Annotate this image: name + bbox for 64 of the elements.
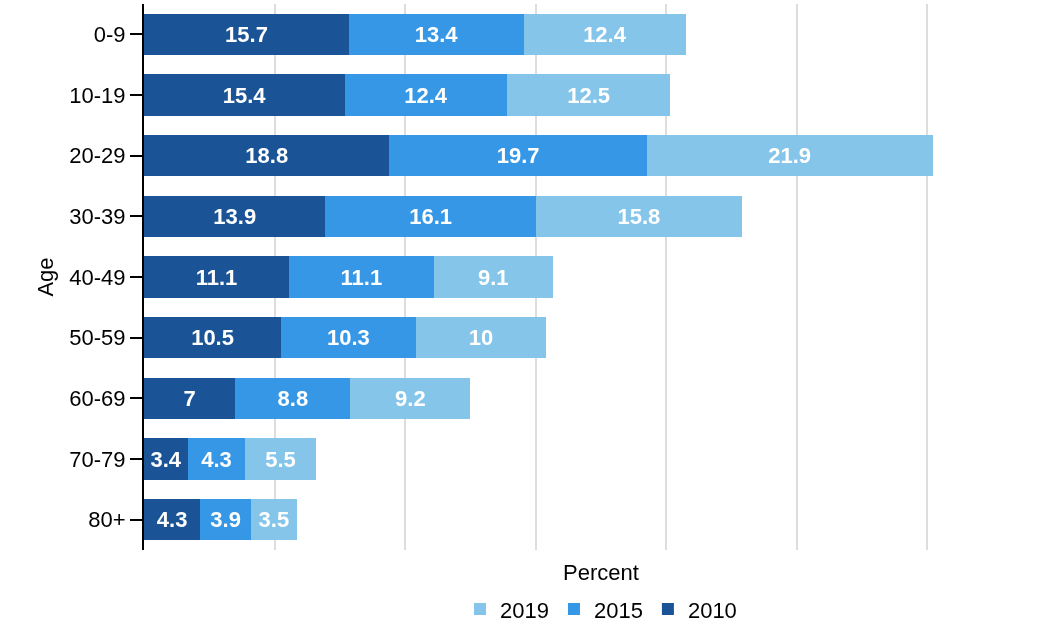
data-label: 10.3 bbox=[326, 325, 370, 351]
bar bbox=[506, 74, 671, 116]
bar bbox=[415, 317, 547, 359]
bar bbox=[144, 317, 282, 359]
data-label: 3.4 bbox=[150, 446, 182, 472]
data-label: 11.1 bbox=[195, 264, 238, 290]
bar bbox=[144, 195, 326, 237]
data-label: 19.7 bbox=[496, 143, 540, 169]
y-tick-label: 30-39 bbox=[69, 204, 126, 230]
bar bbox=[288, 256, 434, 298]
data-label: 13.4 bbox=[414, 21, 459, 47]
bar bbox=[350, 377, 471, 419]
bar bbox=[646, 135, 933, 177]
data-label: 12.4 bbox=[583, 21, 627, 47]
data-label: 18.8 bbox=[245, 143, 289, 169]
bar bbox=[345, 74, 507, 116]
data-label: 3.9 bbox=[210, 507, 241, 533]
bar bbox=[235, 377, 351, 419]
x-axis-title: Percent bbox=[563, 559, 639, 585]
data-label: 5.5 bbox=[265, 446, 296, 472]
bar bbox=[389, 135, 647, 177]
data-label: 8.8 bbox=[277, 385, 309, 411]
bar bbox=[281, 317, 416, 359]
y-tick-label: 60-69 bbox=[69, 386, 126, 412]
y-tick-label: 20-29 bbox=[69, 143, 126, 169]
bar bbox=[325, 195, 536, 237]
bar bbox=[144, 377, 236, 419]
y-tick-label: 0-9 bbox=[93, 22, 126, 48]
y-axis-title: Age bbox=[32, 257, 58, 297]
data-label: 4.3 bbox=[156, 507, 188, 533]
bar bbox=[144, 74, 346, 116]
data-label: 13.9 bbox=[213, 203, 257, 229]
data-label: 12.5 bbox=[567, 82, 611, 108]
y-tick-label: 10-19 bbox=[69, 82, 126, 108]
bar bbox=[188, 438, 245, 480]
y-tick-label: 80+ bbox=[88, 507, 126, 533]
legend-label: 2019 bbox=[500, 597, 549, 623]
data-label: 3.5 bbox=[258, 507, 290, 533]
data-label: 7 bbox=[183, 385, 196, 411]
data-label: 10.5 bbox=[191, 325, 234, 351]
bar bbox=[144, 256, 289, 298]
bar bbox=[144, 13, 349, 55]
data-label: 15.7 bbox=[225, 21, 268, 47]
data-label: 10 bbox=[468, 325, 494, 351]
legend-label: 2015 bbox=[593, 597, 643, 623]
data-label: 15.4 bbox=[222, 82, 267, 108]
data-label: 21.9 bbox=[768, 143, 812, 169]
data-label: 4.3 bbox=[201, 446, 232, 472]
data-label: 9.2 bbox=[395, 385, 426, 411]
y-tick-label: 40-49 bbox=[69, 264, 126, 290]
bar bbox=[349, 13, 524, 55]
data-label: 16.1 bbox=[409, 203, 453, 229]
bar bbox=[523, 13, 686, 55]
data-label: 9.1 bbox=[477, 264, 509, 290]
y-tick-label: 70-79 bbox=[69, 446, 126, 472]
legend-label: 2010 bbox=[687, 597, 737, 623]
bar bbox=[244, 438, 317, 480]
bar bbox=[433, 256, 553, 298]
bar bbox=[535, 195, 743, 237]
bar bbox=[144, 135, 390, 177]
data-label: 15.8 bbox=[617, 203, 661, 229]
y-tick-label: 50-59 bbox=[69, 325, 126, 351]
data-label: 12.4 bbox=[404, 82, 448, 108]
data-label: 11.1 bbox=[340, 264, 383, 290]
